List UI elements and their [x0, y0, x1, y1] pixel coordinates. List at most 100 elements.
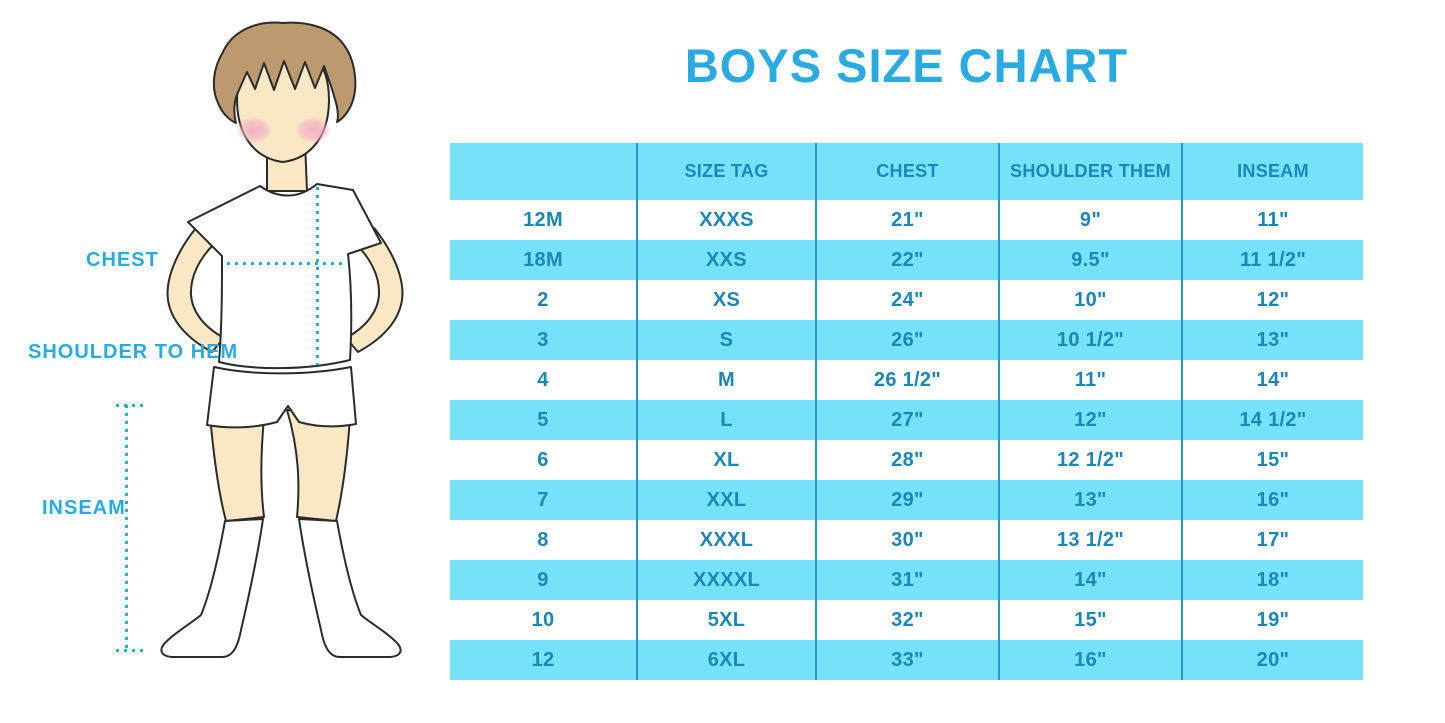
inseam-measure-cap-bottom [116, 649, 145, 652]
chest-label: CHEST [86, 249, 159, 271]
table-cell: 13 1/2" [998, 520, 1181, 560]
table-cell: 4 [537, 368, 549, 391]
chest-measure-line [227, 262, 344, 265]
table-row: 4 M 26 1/2" 11" 14" [450, 360, 1363, 400]
table-cell: XXXXL [636, 560, 815, 600]
table-cell: 21" [815, 200, 998, 240]
inseam-measure-line [125, 405, 128, 651]
page-title: BOYS SIZE CHART [684, 39, 1129, 92]
table-cell: 19" [1181, 600, 1363, 640]
table-row: 5 L 27" 12" 14 1/2" [450, 400, 1363, 440]
left-arm [166, 227, 225, 353]
header-cell-size [450, 143, 636, 200]
table-cell: 28" [815, 440, 998, 480]
inseam-measure-cap-top [116, 404, 145, 407]
table-cell: 11 1/2" [1181, 240, 1363, 280]
table-cell: 13" [998, 480, 1181, 520]
table-row: 3 S 26" 10 1/2" 13" [450, 320, 1363, 360]
table-cell: 10 [531, 608, 555, 631]
table-cell: 20" [1181, 640, 1363, 680]
table-cell: 7 [450, 480, 636, 520]
table-cell: XXXL [636, 520, 815, 560]
hair [212, 21, 357, 124]
table-row: 12M XXXS 21" 9" 11" [450, 200, 1363, 240]
table-row: 10 5XL 32" 15" 19" [450, 600, 1363, 640]
table-cell: 12" [1181, 280, 1363, 320]
table-cell: 30" [815, 520, 998, 560]
boy-illustration [160, 21, 404, 658]
table-cell: 12" [998, 400, 1181, 440]
table-cell: 14" [1181, 360, 1363, 400]
shoulder-to-hem-label: SHOULDER TO HEM [28, 341, 239, 363]
size-table-body: 12M XXXS 21" 9" 11" 18M XXS 22" 9.5" 11 1/2" 2 XS 24… [450, 200, 1363, 680]
table-cell: 6XL [636, 640, 815, 680]
table-cell: 14 1/2" [1181, 400, 1363, 440]
table-row: 8 XXXL 30" 13 1/2" 17" [450, 520, 1363, 560]
inseam-label: INSEAM [42, 497, 126, 519]
table-cell: 14" [998, 560, 1181, 600]
table-cell: M [636, 360, 815, 400]
right-sock [298, 518, 402, 658]
table-cell: 26" [815, 320, 998, 360]
left-leg [209, 414, 265, 522]
table-row: 18M XXS 22" 9.5" 11 1/2" [450, 240, 1363, 280]
table-cell: 3 [450, 320, 636, 360]
table-cell: 2 [537, 288, 549, 311]
table-cell: 8 [537, 528, 549, 551]
table-row: 9 XXXXL 31" 14" 18" [450, 560, 1363, 600]
table-cell: 10" [998, 280, 1181, 320]
table-row: 12 6XL 33" 16" 20" [450, 640, 1363, 680]
table-cell: 5 [450, 400, 636, 440]
right-arm [345, 227, 404, 353]
table-cell: XXXS [636, 200, 815, 240]
header-cell-size-tag: SIZE TAG [636, 143, 815, 200]
size-table-header-row: SIZE TAG CHEST SHOULDER THEM INSEAM [450, 143, 1363, 200]
table-cell: 9.5" [998, 240, 1181, 280]
table-cell: XXL [636, 480, 815, 520]
header-cell-inseam: INSEAM [1181, 143, 1363, 200]
table-cell: 9 [450, 560, 636, 600]
boy-measurement-diagram: CHEST SHOULDER TO HEM INSEAM [0, 0, 450, 723]
table-row: 2 XS 24" 10" 12" [450, 280, 1363, 320]
right-cheek-blush [295, 117, 331, 143]
size-table: SIZE TAG CHEST SHOULDER THEM INSEAM 12M X… [450, 143, 1363, 680]
table-cell: 13" [1181, 320, 1363, 360]
table-cell: 18M [450, 240, 636, 280]
table-cell: 18" [1181, 560, 1363, 600]
table-cell: 10 1/2" [998, 320, 1181, 360]
table-cell: 11" [998, 360, 1181, 400]
table-cell: S [636, 320, 815, 360]
table-cell: 12 [450, 640, 636, 680]
table-row: 6 XL 28" 12 1/2" 15" [450, 440, 1363, 480]
table-cell: 16" [1181, 480, 1363, 520]
table-cell: 32" [815, 600, 998, 640]
table-cell: 24" [815, 280, 998, 320]
table-cell: XS [636, 280, 815, 320]
shorts [206, 366, 357, 429]
table-cell: 17" [1181, 520, 1363, 560]
table-cell: 15" [1181, 440, 1363, 480]
table-cell: 9" [998, 200, 1181, 240]
header-cell-shoulder: SHOULDER THEM [998, 143, 1181, 200]
header-cell-chest: CHEST [815, 143, 998, 200]
left-cheek-blush [236, 117, 272, 143]
table-cell: 31" [815, 560, 998, 600]
table-cell: XL [636, 440, 815, 480]
table-cell: 11" [1181, 200, 1363, 240]
table-cell: 27" [815, 400, 998, 440]
table-row: 7 XXL 29" 13" 16" [450, 480, 1363, 520]
table-cell: 6 [537, 448, 549, 471]
t-shirt [187, 183, 382, 370]
table-cell: 16" [998, 640, 1181, 680]
table-cell: 29" [815, 480, 998, 520]
table-cell: L [636, 400, 815, 440]
table-cell: 12M [523, 208, 563, 231]
table-cell: 22" [815, 240, 998, 280]
table-cell: 33" [815, 640, 998, 680]
table-cell: 5XL [636, 600, 815, 640]
table-cell: 26 1/2" [815, 360, 998, 400]
table-cell: XXS [636, 240, 815, 280]
shoulder-to-hem-measure-line [316, 187, 319, 365]
left-sock [160, 518, 264, 658]
